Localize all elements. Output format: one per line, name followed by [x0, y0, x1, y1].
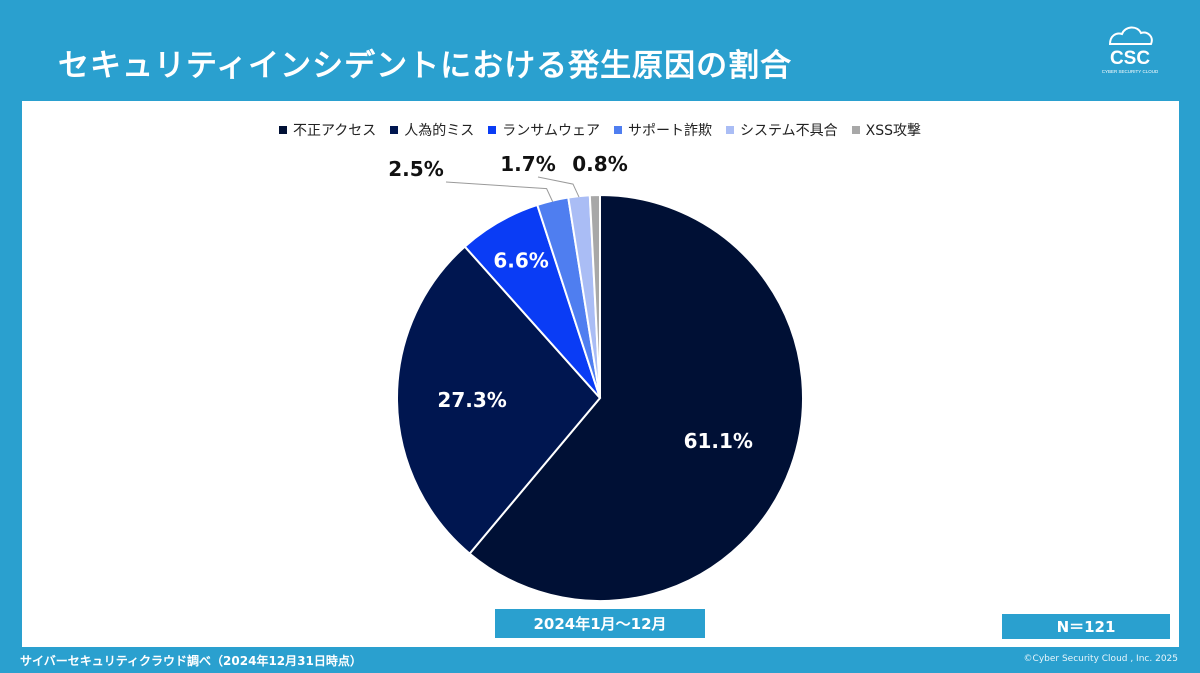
- legend-swatch: [390, 126, 399, 134]
- legend-label: 人為的ミス: [404, 123, 475, 139]
- legend-label: システム不具合: [740, 123, 838, 139]
- chart-legend: 不正アクセス 人為的ミス ランサムウェア サポート詐欺 システム不具合 XSS攻撃: [0, 120, 1200, 140]
- company-logo: CSC CYBER SECURITY CLOUD: [1096, 20, 1164, 76]
- legend-label: XSS攻撃: [865, 123, 921, 139]
- legend-item: 人為的ミス: [390, 120, 474, 140]
- source-note: サイバーセキュリティクラウド調べ（2024年12月31日時点）: [20, 654, 362, 668]
- legend-item: ランサムウェア: [488, 120, 600, 140]
- legend-label: ランサムウェア: [502, 123, 601, 139]
- pie-data-label: 27.3%: [437, 388, 506, 412]
- leader-line: [537, 176, 580, 198]
- cloud-logo-icon: CSC CYBER SECURITY CLOUD: [1102, 26, 1159, 74]
- period-badge: 2024年1月～12月: [495, 609, 705, 638]
- legend-item: XSS攻撃: [851, 120, 921, 140]
- pie-data-label: 61.1%: [684, 429, 753, 453]
- legend-swatch: [851, 126, 860, 134]
- pie-slice: [468, 193, 804, 602]
- legend-item: システム不具合: [726, 120, 838, 140]
- legend-swatch: [614, 126, 623, 134]
- pie-data-label: 0.8%: [572, 152, 627, 176]
- legend-swatch: [278, 126, 287, 134]
- legend-item: 不正アクセス: [278, 120, 377, 140]
- legend-swatch: [726, 126, 735, 134]
- leader-line: [445, 181, 554, 202]
- legend-item: サポート詐欺: [614, 120, 712, 140]
- pie-data-label: 2.5%: [388, 157, 443, 181]
- logo-subtext: CYBER SECURITY CLOUD: [1102, 69, 1159, 74]
- pie-slice: [588, 193, 601, 399]
- pie-data-label: 1.7%: [500, 152, 555, 176]
- pie-data-label: 6.6%: [493, 249, 548, 273]
- sample-size-badge: N＝121: [1002, 614, 1170, 639]
- legend-swatch: [488, 126, 497, 134]
- page-title: セキュリティインシデントにおける発生原因の割合: [58, 48, 793, 84]
- legend-label: サポート詐欺: [628, 123, 713, 139]
- logo-text: CSC: [1110, 48, 1150, 69]
- copyright: ©Cyber Security Cloud , Inc. 2025: [1023, 654, 1178, 664]
- legend-label: 不正アクセス: [292, 123, 377, 139]
- pie-slice: [396, 245, 602, 556]
